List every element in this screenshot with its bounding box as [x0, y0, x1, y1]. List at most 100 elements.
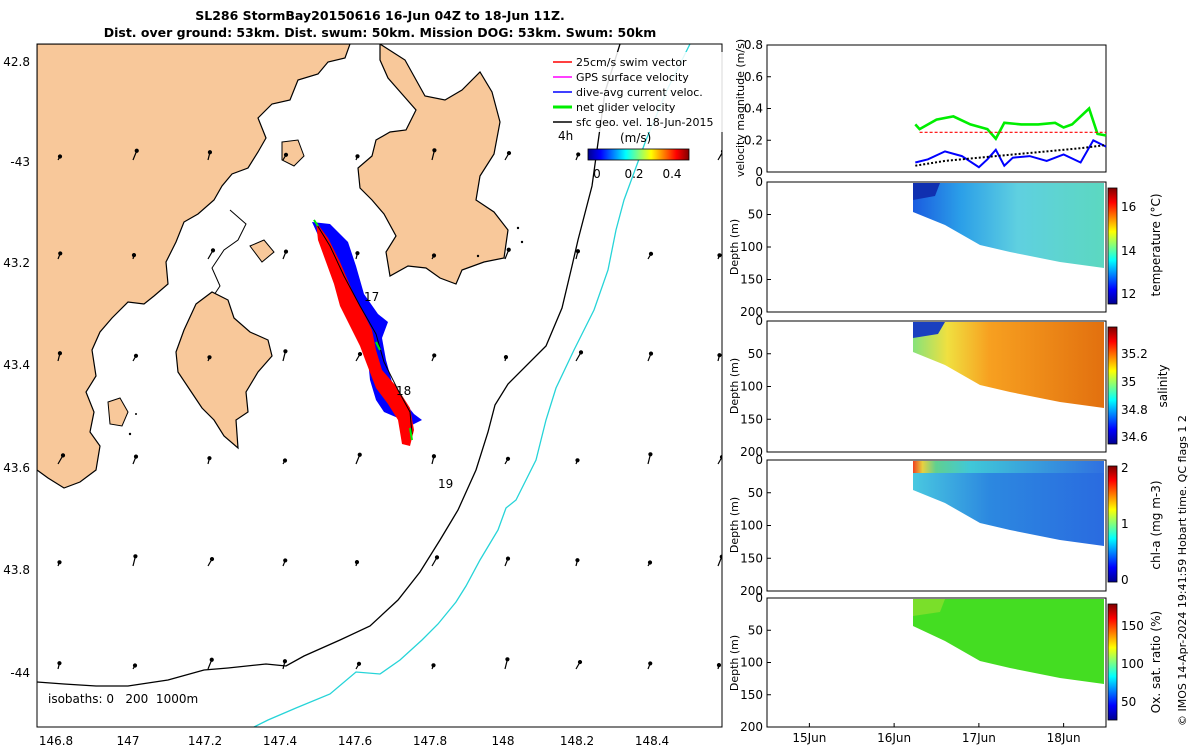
salinity-surface-layer [913, 322, 945, 338]
map-ytick: 43.4 [3, 358, 30, 372]
oxygen-cb-label: Ox. sat. ratio (%) [1149, 611, 1163, 713]
sfc-velocity-arrowhead [357, 351, 363, 357]
map-panel: 17 18 19 146.8 147 147.2 147.4 147.6 147… [3, 43, 724, 748]
velocity-ytick: 0.2 [744, 133, 763, 147]
sfc-velocity-arrowhead [283, 349, 288, 354]
oxygen-surface-layer [913, 599, 945, 616]
colorbar-tick: 0 [593, 167, 601, 181]
sfc-velocity-arrowhead [648, 251, 654, 256]
sfc-velocity-arrowhead [357, 452, 362, 457]
sfc-velocity-arrowhead [355, 154, 360, 159]
depth-ytick: 0 [755, 314, 763, 328]
time-tick: 17Jun [962, 731, 996, 745]
land-island-south [107, 397, 129, 427]
map-frame [36, 43, 723, 728]
temperature-section [913, 183, 1104, 268]
sfc-velocity-arrowhead [209, 556, 215, 562]
depth-ytick: 0 [755, 175, 763, 189]
oxygen-panel: 50 100 150 Ox. sat. ratio (%) Depth (m) [728, 597, 1163, 728]
sfc-velocity-arrowhead [58, 251, 63, 256]
salinity-cb-tick: 35.2 [1121, 347, 1148, 361]
velocity-ytick: 0 [755, 165, 763, 179]
time-axis: 15Jun 16Jun 17Jun 18Jun [792, 723, 1081, 745]
figure-title-line-1: SL286 StormBay20150616 16-Jun 04Z to 18-… [195, 8, 565, 23]
sfc-velocity-arrowhead [576, 152, 581, 157]
sfc-velocity-arrowhead [209, 657, 214, 662]
depth-ytick: 50 [748, 486, 763, 500]
sfc-velocity-arrowhead [355, 251, 360, 256]
sfc-velocity-arrowhead [575, 249, 581, 254]
sfc-velocity-arrowhead [210, 248, 216, 253]
sfc-velocity-arrowhead [505, 456, 511, 461]
sfc-velocity-arrowhead [503, 355, 509, 360]
sfc-velocity-arrowhead [506, 150, 512, 156]
velocity-ytick: 0.6 [744, 70, 763, 84]
depth-ytick: 200 [740, 445, 763, 459]
map-xtick: 148.2 [560, 734, 594, 748]
colorbar-tick: 0.2 [624, 167, 643, 181]
salinity-panel: 34.6 34.8 35 35.2 salinity Depth (m) [728, 320, 1170, 453]
credit-text: © IMOS 14-Apr-2024 19:41:59 Hobart time.… [1176, 415, 1189, 726]
temperature-cb-label: temperature (°C) [1149, 194, 1163, 297]
sfc-velocity-arrowhead [578, 350, 584, 355]
sfc-velocity-arrowhead [716, 663, 722, 668]
salinity-colorbar [1107, 326, 1118, 445]
glider-track-green [313, 219, 413, 441]
map-ytick: -43 [10, 155, 30, 169]
legend-entry: net glider velocity [576, 101, 676, 114]
sfc-velocity-arrowhead [60, 453, 66, 458]
oxygen-cb-tick: 150 [1121, 619, 1144, 633]
glider-track-red [316, 222, 414, 446]
depth-ytick: 100 [740, 519, 763, 533]
depth-ytick: 150 [740, 688, 763, 702]
depth-ytick: 150 [740, 412, 763, 426]
time-tick: 16Jun [877, 731, 911, 745]
land-mainland [37, 44, 351, 489]
chla-colorbar [1107, 465, 1118, 583]
sfc-velocity-arrowhead [57, 560, 62, 565]
depth-ytick: 150 [740, 273, 763, 287]
coastal-rocks [128, 226, 524, 436]
map-xtick: 148.4 [635, 734, 669, 748]
sfc-velocity-arrowhead [283, 249, 289, 254]
depth-ytick: 50 [748, 347, 763, 361]
map-ytick: 43.2 [3, 256, 30, 270]
sfc-velocity-arrowhead [132, 663, 138, 668]
sfc-velocity-arrowhead [282, 458, 288, 463]
day-label-18: 18 [396, 384, 411, 398]
isobath-200m [37, 44, 621, 687]
depth-ytick: 200 [740, 584, 763, 598]
sfc-velocity-arrowhead [207, 150, 213, 155]
day-label-17: 17 [364, 290, 379, 304]
land-island-mid [249, 239, 275, 263]
chla-cb-tick: 2 [1121, 461, 1129, 475]
chla-section [913, 461, 1104, 546]
map-xtick: 147.6 [338, 734, 372, 748]
legend-entry: sfc geo. vel. 18-Jun-2015 [576, 116, 713, 129]
time-tick: 18Jun [1047, 731, 1081, 745]
sfc-velocity-arrowhead [432, 353, 437, 358]
oxygen-colorbar [1107, 603, 1118, 721]
sfc-velocity-arrowhead [648, 351, 654, 356]
salinity-cb-tick: 35 [1121, 375, 1136, 389]
depth-ytick: 200 [740, 305, 763, 319]
legend-entry: dive-avg current veloc. [576, 86, 703, 99]
temperature-surface-layer [913, 183, 940, 200]
temperature-panel: 12 14 16 temperature (°C) Depth (m) [728, 181, 1163, 313]
sfc-velocity-arrowhead [282, 659, 288, 664]
sfc-velocity-arrowhead [648, 661, 653, 666]
velocity-ytick: 0.4 [744, 102, 763, 116]
depth-ytick: 150 [740, 551, 763, 565]
depth-ytick: 50 [748, 208, 763, 222]
legend-entry: 25cm/s swim vector [576, 56, 687, 69]
salinity-cb-tick: 34.6 [1121, 430, 1148, 444]
salinity-cb-tick: 34.8 [1121, 403, 1148, 417]
sfc-velocity-arrowhead [577, 659, 583, 665]
land-island-north [281, 139, 305, 167]
sfc-velocity-arrowhead [431, 454, 437, 459]
map-ytick: -44 [10, 666, 30, 680]
temperature-ylabel: Depth (m) [728, 219, 741, 275]
sfc-velocity-arrowhead [133, 353, 139, 358]
map-legend: 25cm/s swim vector GPS surface velocity di… [546, 52, 724, 132]
